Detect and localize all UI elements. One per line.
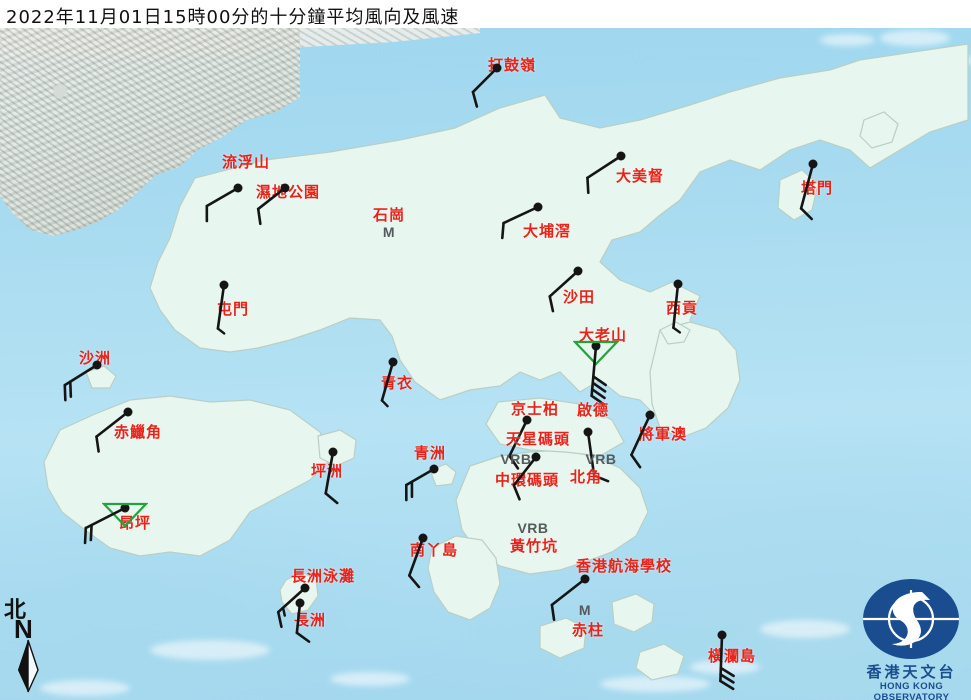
hko-logo-cn: 香港天文台 [866, 663, 957, 681]
compass-label-cn: 北 [4, 598, 27, 623]
station-label: 沙洲 [78, 349, 112, 367]
station-status-text: VRB [585, 451, 617, 467]
station-label: 西貢 [665, 299, 699, 317]
station-label: 坪洲 [310, 462, 344, 480]
station-dot [645, 410, 655, 420]
station-dot [429, 464, 439, 474]
station-label: 長洲泳灘 [290, 567, 356, 585]
station-dot [233, 183, 243, 193]
station-dot [418, 533, 428, 543]
title-bar [0, 0, 971, 28]
station-dot [717, 630, 727, 640]
station-dot [673, 279, 683, 289]
station-label: 中環碼頭 [494, 471, 560, 489]
station-label: 大埔滘 [522, 222, 572, 240]
station-dot [300, 583, 310, 593]
station-label: 將軍澳 [638, 425, 688, 443]
station-label: 青衣 [380, 374, 414, 392]
station-label: 石崗 [372, 206, 406, 224]
station-dot [531, 452, 541, 462]
station-label: 赤鱲角 [113, 423, 163, 441]
station-dot [492, 63, 502, 73]
station-label: 沙田 [562, 288, 596, 306]
station-status-text: VRB [500, 451, 532, 467]
station-status-text: M [382, 224, 396, 240]
station-label: 啟德 [576, 401, 610, 419]
compass-rose: 北 N [4, 592, 66, 696]
station-dot [280, 183, 290, 193]
page-title: 2022年11月01日15時00分的十分鐘平均風向及風速 [6, 7, 460, 28]
station-dot [388, 357, 398, 367]
station-label: 京士柏 [510, 400, 560, 418]
station-label: 北角 [569, 468, 603, 486]
station-label: 香港航海學校 [575, 557, 673, 575]
hko-logo: 香港天文台 HONG KONG OBSERVATORY [852, 578, 971, 700]
station-status-text: VRB [517, 520, 549, 536]
station-label: 南丫島 [409, 541, 459, 559]
station-dot [573, 266, 583, 276]
station-dot [616, 151, 626, 161]
station-dot [808, 159, 818, 169]
compass-needle-icon [18, 639, 39, 693]
station-label: 黃竹坑 [509, 537, 559, 555]
station-label: 天星碼頭 [505, 430, 571, 448]
station-dot [522, 415, 532, 425]
station-dot [219, 280, 229, 290]
hko-emblem-icon [863, 579, 959, 659]
station-dot [580, 574, 590, 584]
station-dot [92, 360, 102, 370]
compass-label-en: N [14, 614, 33, 644]
gale-warning-triangle-icon [573, 340, 619, 366]
station-label: 流浮山 [221, 153, 271, 171]
station-status-text: M [578, 602, 592, 618]
gale-warning-triangle-icon [102, 502, 148, 528]
station-dot [583, 427, 593, 437]
station-label: 大老山 [578, 326, 628, 344]
station-dot [295, 598, 305, 608]
station-dot [533, 202, 543, 212]
station-dot [328, 447, 338, 457]
station-label: 屯門 [216, 300, 250, 318]
station-label: 青洲 [413, 444, 447, 462]
station-label: 赤柱 [571, 621, 605, 639]
station-label: 昂坪 [118, 514, 152, 532]
station-label: 塔門 [800, 179, 834, 197]
hko-logo-en: HONG KONG OBSERVATORY [873, 681, 950, 700]
station-dot [123, 407, 133, 417]
station-label: 大美督 [615, 167, 665, 185]
station-label: 長洲 [293, 611, 327, 629]
station-label: 橫瀾島 [707, 647, 757, 665]
